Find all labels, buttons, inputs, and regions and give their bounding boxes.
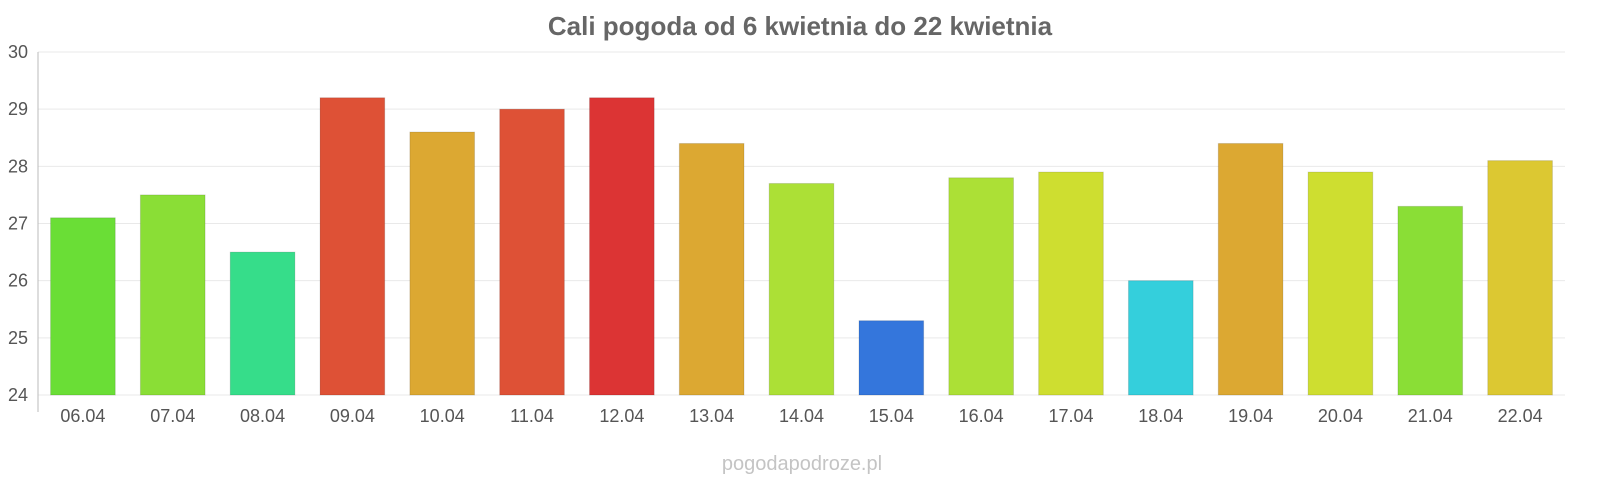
x-axis-ticks: 06.04 07.04 08.04 09.04 10.04 11.04 12.04 13.04… [60,406,1542,426]
x-tick-label: 12.04 [599,406,644,426]
x-tick-label: 06.04 [60,406,105,426]
x-tick-label: 22.04 [1498,406,1543,426]
bar-22.04[interactable] [1487,160,1553,396]
x-tick-label: 07.04 [150,406,195,426]
x-tick-label: 21.04 [1408,406,1453,426]
x-tick-label: 08.04 [240,406,285,426]
x-tick-label: 18.04 [1138,406,1183,426]
y-tick-label: 25 [8,328,28,348]
x-tick-label: 17.04 [1048,406,1093,426]
bar-07.04[interactable] [139,194,206,396]
x-tick-label: 15.04 [869,406,914,426]
bar-12.04[interactable] [589,97,655,396]
bar-16.04[interactable] [948,177,1014,396]
bar-21.04[interactable] [1397,205,1464,396]
bars [50,97,1553,396]
bar-06.04[interactable] [50,217,116,396]
y-tick-label: 30 [8,42,28,62]
bar-14.04[interactable] [768,182,835,396]
y-tick-label: 29 [8,99,28,119]
chart-title: Cali pogoda od 6 kwietnia do 22 kwietnia [548,11,1053,41]
y-tick-label: 24 [8,385,28,405]
x-tick-label: 19.04 [1228,406,1273,426]
bar-17.04[interactable] [1038,171,1104,396]
x-tick-label: 14.04 [779,406,824,426]
y-axis-ticks: 24 25 26 27 28 29 30 [8,42,28,405]
bar-13.04[interactable] [678,142,745,396]
bar-09.04[interactable] [319,97,386,396]
y-tick-label: 26 [8,271,28,291]
x-tick-label: 09.04 [330,406,375,426]
watermark-text: pogodapodroze.pl [722,453,882,475]
x-tick-label: 10.04 [420,406,465,426]
x-tick-label: 13.04 [689,406,734,426]
bar-18.04[interactable] [1127,280,1194,396]
bar-20.04[interactable] [1307,171,1374,396]
bar-11.04[interactable] [499,108,565,396]
bar-19.04[interactable] [1217,142,1284,396]
x-tick-label: 11.04 [510,406,554,426]
bar-15.04[interactable] [858,320,925,396]
bar-10.04[interactable] [409,131,476,396]
x-tick-label: 16.04 [959,406,1004,426]
bar-08.04[interactable] [229,251,296,396]
y-tick-label: 27 [8,214,28,234]
x-tick-label: 20.04 [1318,406,1363,426]
y-tick-label: 28 [8,156,28,176]
